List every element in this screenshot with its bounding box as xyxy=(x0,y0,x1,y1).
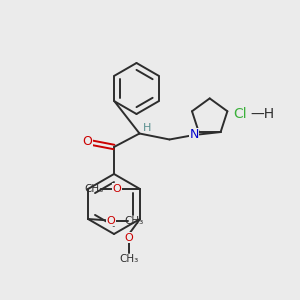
Text: CH₃: CH₃ xyxy=(84,184,104,194)
Text: N: N xyxy=(189,128,199,142)
Text: O: O xyxy=(107,215,116,226)
Text: O: O xyxy=(82,135,92,148)
Text: —H: —H xyxy=(250,107,274,121)
Text: Cl: Cl xyxy=(233,107,247,121)
Text: O: O xyxy=(112,184,121,194)
Text: CH₃: CH₃ xyxy=(124,215,144,226)
Text: O: O xyxy=(124,232,133,243)
Text: H: H xyxy=(143,123,151,133)
Text: CH₃: CH₃ xyxy=(119,254,138,264)
